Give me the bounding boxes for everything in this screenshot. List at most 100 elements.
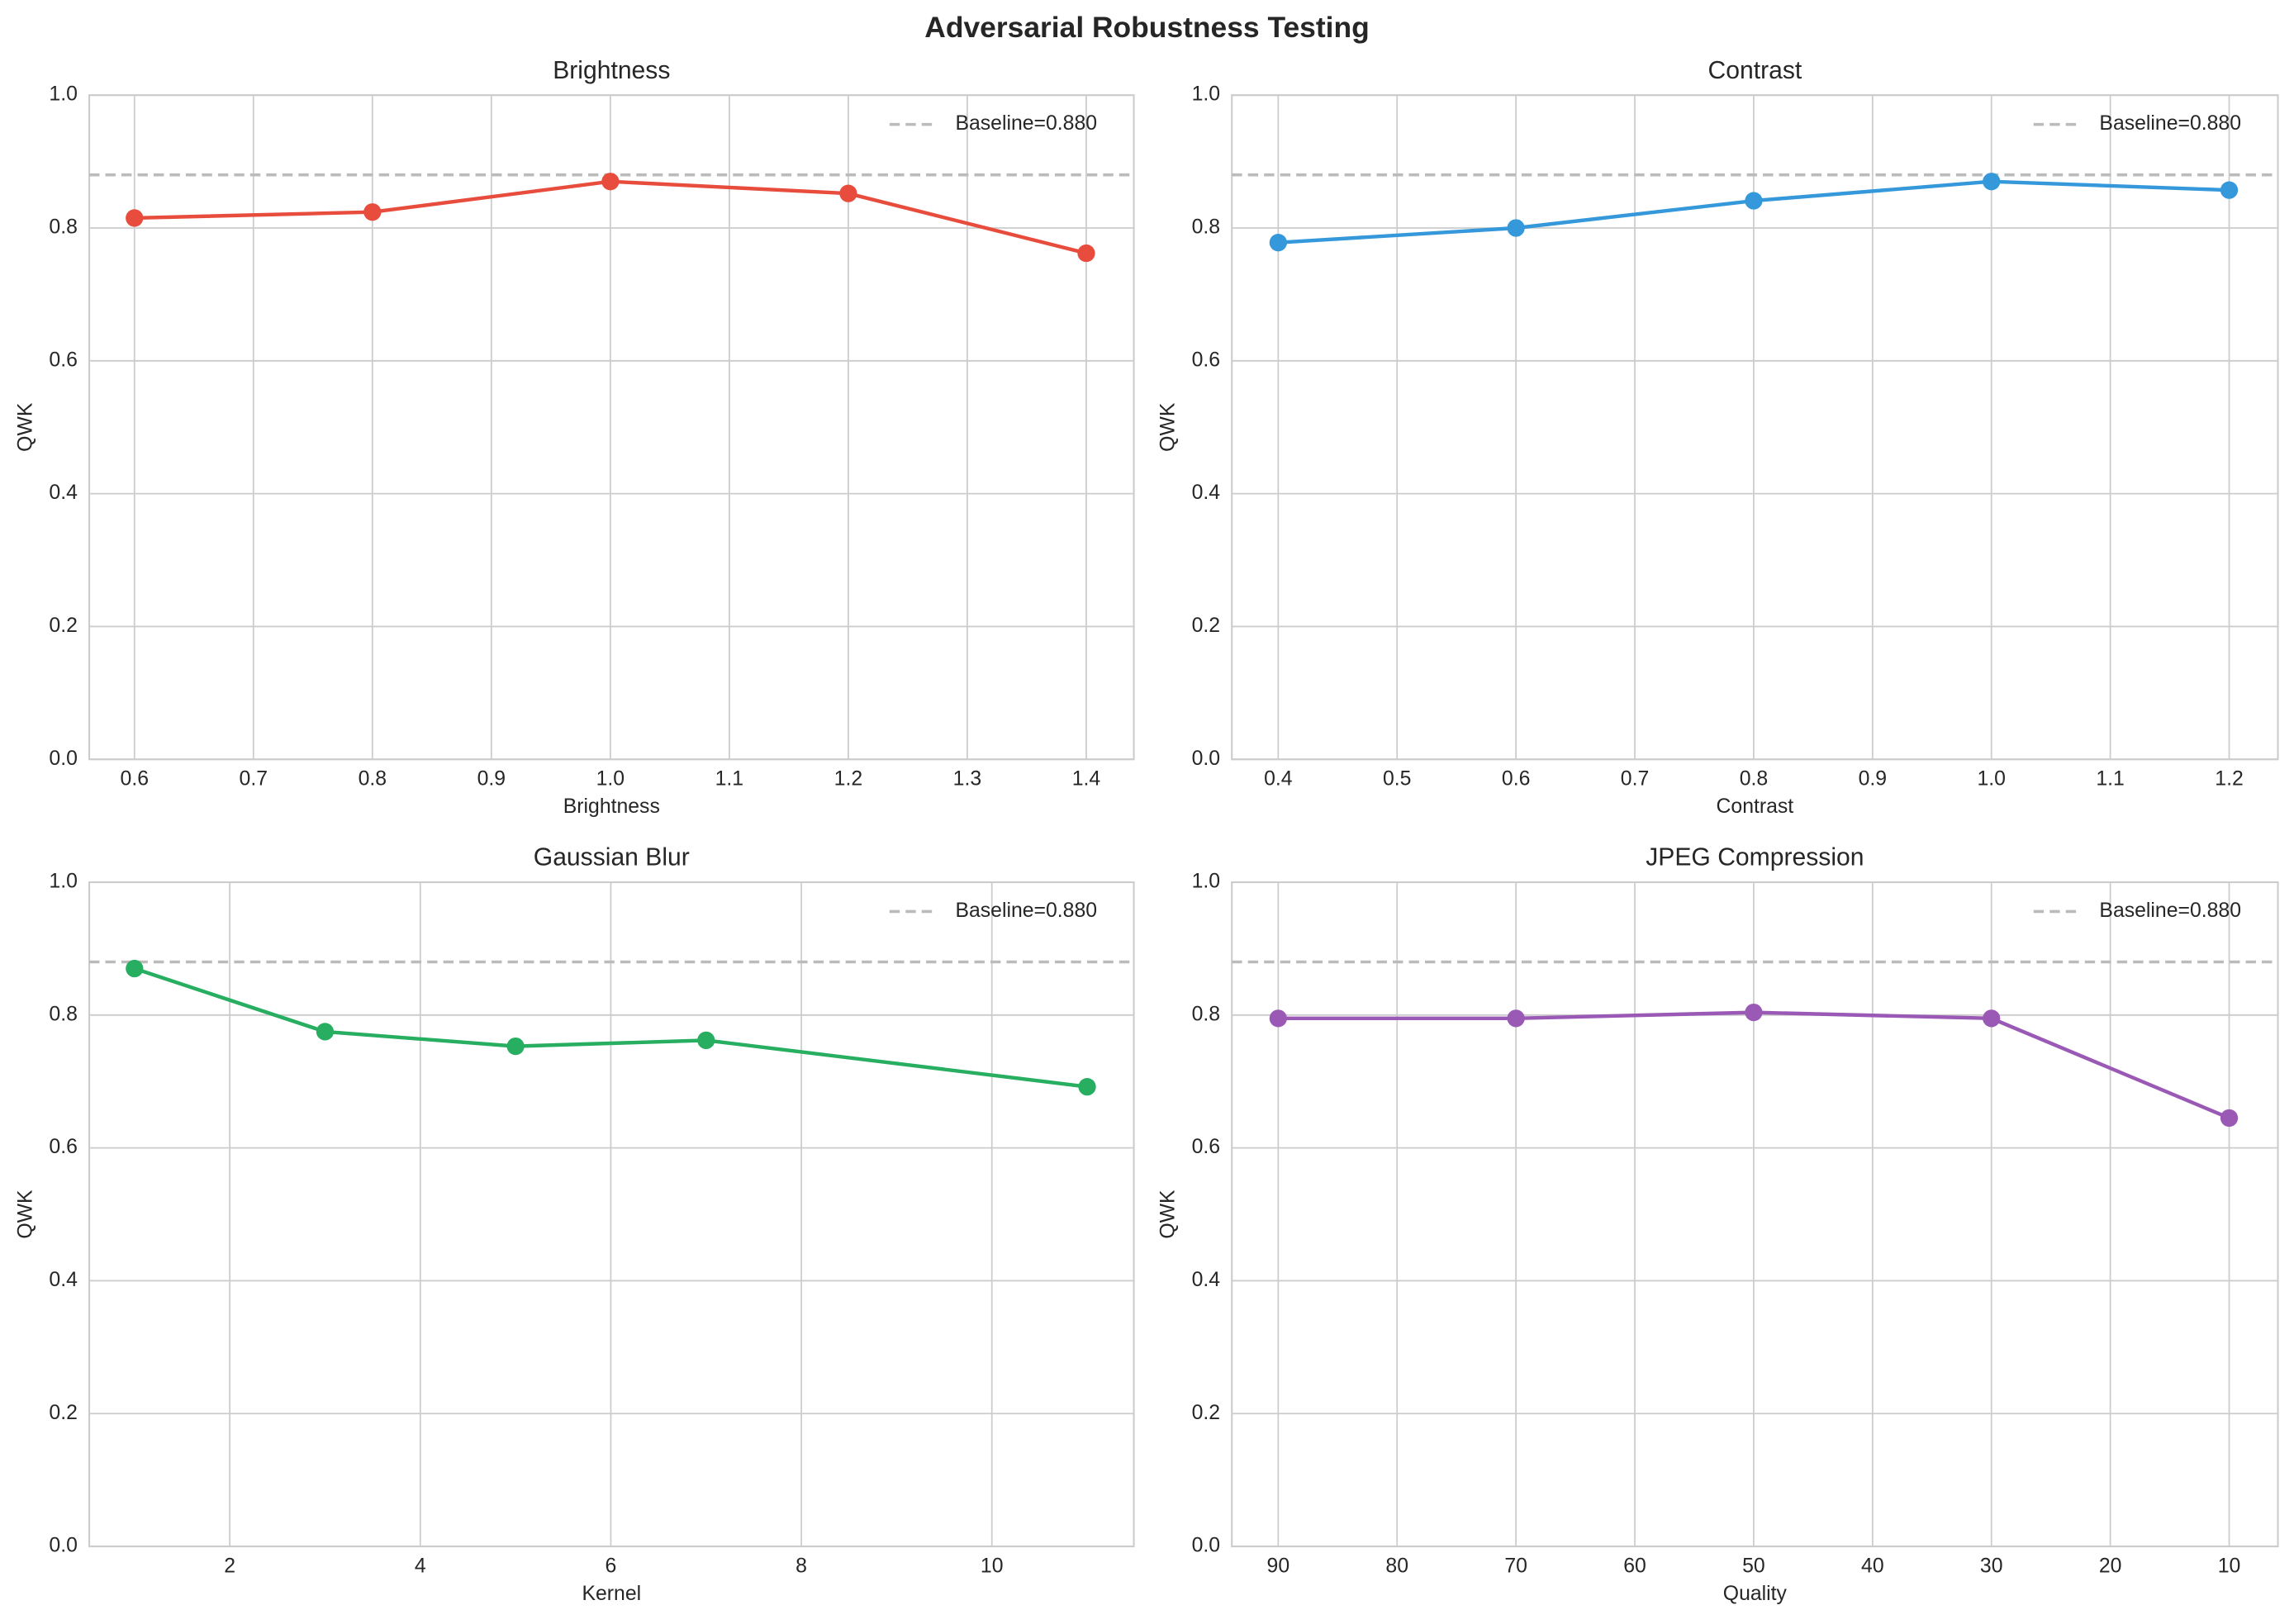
x-tick-label: 50 [1742, 1555, 1765, 1577]
y-tick-label: 0.2 [49, 615, 77, 637]
x-tick-label: 1.1 [715, 768, 743, 791]
x-tick-label: 10 [981, 1555, 1004, 1577]
legend-label: Baseline=0.880 [2099, 900, 2241, 922]
plot-area [1232, 882, 2278, 1547]
y-tick-label: 0.6 [49, 349, 77, 371]
plot-frame [88, 881, 1135, 1548]
y-tick-label: 0.2 [1192, 1402, 1220, 1424]
y-tick-label: 0.6 [49, 1136, 77, 1158]
data-point [126, 959, 144, 978]
plot-frame [88, 94, 1135, 761]
x-tick-label: 0.5 [1383, 768, 1411, 791]
data-point [316, 1023, 335, 1041]
y-tick-label: 1.0 [49, 83, 77, 106]
x-tick-label: 0.9 [1859, 768, 1887, 791]
data-point [697, 1031, 715, 1050]
data-point [839, 184, 857, 202]
x-tick-label: 0.6 [121, 768, 149, 791]
y-axis-label: QWK [14, 1190, 36, 1239]
data-point [1269, 234, 1287, 252]
x-tick-label: 0.9 [477, 768, 506, 791]
y-tick-label: 1.0 [1192, 871, 1220, 893]
plot-area [89, 95, 1134, 760]
x-tick-label: 0.8 [359, 768, 387, 791]
x-tick-label: 1.2 [2215, 768, 2243, 791]
y-tick-label: 1.0 [1192, 83, 1220, 106]
chart-title: Gaussian Blur [534, 844, 690, 871]
y-axis-label: QWK [1157, 402, 1180, 452]
y-tick-label: 0.4 [49, 482, 78, 504]
x-tick-label: 6 [606, 1555, 617, 1577]
x-tick-label: 8 [796, 1555, 807, 1577]
y-axis-label: QWK [14, 402, 36, 452]
data-point [1745, 192, 1763, 210]
y-tick-label: 0.8 [1192, 1003, 1220, 1025]
x-tick-label: 40 [1861, 1555, 1884, 1577]
chart-title: Contrast [1708, 57, 1802, 84]
x-tick-label: 0.7 [240, 768, 268, 791]
x-tick-label: 1.4 [1072, 768, 1101, 791]
x-tick-label: 80 [1385, 1555, 1408, 1577]
x-axis-label: Brightness [563, 795, 660, 818]
legend-label: Baseline=0.880 [955, 112, 1097, 135]
y-tick-label: 0.6 [1192, 349, 1220, 371]
y-tick-label: 0.4 [1192, 1269, 1221, 1291]
x-tick-label: 0.7 [1621, 768, 1649, 791]
data-point [1983, 1009, 2001, 1028]
x-tick-label: 1.1 [2096, 768, 2124, 791]
plot-frame [1231, 881, 2279, 1548]
y-axis-label: QWK [1157, 1190, 1180, 1239]
data-point [1745, 1003, 1763, 1022]
x-tick-label: 90 [1267, 1555, 1290, 1577]
x-tick-label: 0.4 [1264, 768, 1293, 791]
x-axis-label: Kernel [582, 1583, 641, 1605]
data-point [1983, 173, 2001, 191]
data-point [126, 209, 144, 227]
x-tick-label: 4 [415, 1555, 426, 1577]
data-point [506, 1037, 525, 1056]
x-tick-label: 10 [2218, 1555, 2241, 1577]
data-point [601, 173, 620, 191]
chart-title: Brightness [553, 57, 670, 84]
x-tick-label: 30 [1980, 1555, 2003, 1577]
y-tick-label: 0.0 [49, 1535, 77, 1557]
plot-frame [1231, 94, 2279, 761]
x-tick-label: 2 [224, 1555, 235, 1577]
legend-label: Baseline=0.880 [2099, 112, 2241, 135]
x-axis-label: Quality [1723, 1583, 1788, 1605]
y-tick-label: 1.0 [49, 871, 77, 893]
x-tick-label: 20 [2099, 1555, 2122, 1577]
data-point [1269, 1009, 1287, 1028]
x-tick-label: 1.2 [834, 768, 862, 791]
y-tick-label: 0.6 [1192, 1136, 1220, 1158]
x-tick-label: 60 [1623, 1555, 1646, 1577]
y-tick-label: 0.8 [1192, 216, 1220, 239]
y-tick-label: 0.8 [49, 216, 77, 239]
y-tick-label: 0.8 [49, 1003, 77, 1025]
y-tick-label: 0.4 [1192, 482, 1221, 504]
data-point [2220, 181, 2239, 199]
data-point [1507, 1009, 1525, 1028]
y-tick-label: 0.2 [1192, 615, 1220, 637]
legend-label: Baseline=0.880 [955, 900, 1097, 922]
data-point [363, 203, 382, 221]
y-tick-label: 0.0 [1192, 1535, 1220, 1557]
data-point [1078, 1078, 1096, 1096]
x-tick-label: 1.0 [596, 768, 625, 791]
x-axis-label: Contrast [1717, 795, 1794, 818]
chart-title: JPEG Compression [1646, 844, 1864, 871]
y-tick-label: 0.0 [49, 748, 77, 770]
y-tick-label: 0.2 [49, 1402, 77, 1424]
figure-title: Adversarial Robustness Testing [924, 11, 1369, 44]
y-tick-label: 0.4 [49, 1269, 78, 1291]
x-tick-label: 0.8 [1740, 768, 1768, 791]
data-point [1077, 244, 1095, 263]
x-tick-label: 1.0 [1977, 768, 2005, 791]
x-tick-label: 70 [1504, 1555, 1527, 1577]
y-tick-label: 0.0 [1192, 748, 1220, 770]
x-tick-label: 1.3 [953, 768, 981, 791]
x-tick-label: 0.6 [1502, 768, 1530, 791]
data-point [2220, 1109, 2239, 1128]
